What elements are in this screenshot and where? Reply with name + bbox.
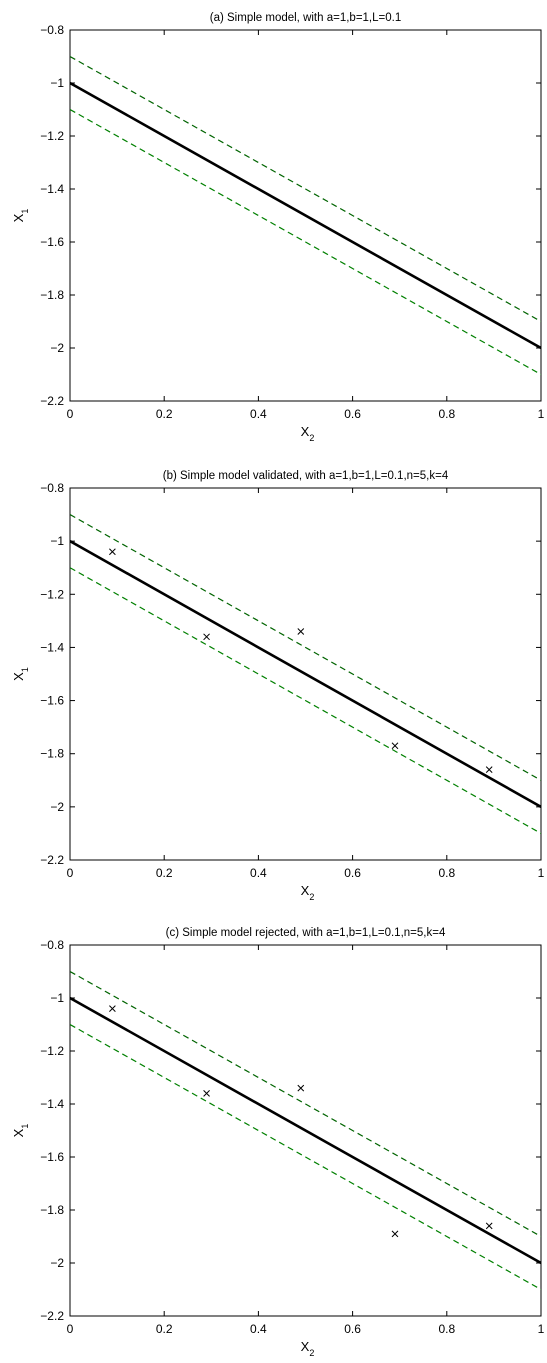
y-tick-label: −1.8 [40,288,64,302]
lower-bound-dashed-line [70,108,541,376]
sample-point-marker [391,742,399,750]
chart-panel-a: (a) Simple model, with a=1,b=1,L=0.1 0 0.2… [11,12,545,443]
model-line [70,81,541,350]
x-tick-label: 0.6 [344,1322,361,1336]
y-axis-label-main: X [11,1128,26,1137]
x-tick-label: 0.2 [156,1322,173,1336]
x-tick-label: 0.2 [156,407,173,421]
chart-panel-c: (c) Simple model rejected, with a=1,b=1,… [11,927,545,1358]
y-axis-label-subscript: 1 [20,1124,30,1129]
x-tick-label: 0.6 [344,407,361,421]
y-axis-label-subscript: 1 [20,209,30,214]
y-tick-label: −2 [50,800,64,814]
y-tick-label: −2 [50,341,64,355]
y-tick-label: −1.6 [40,1150,64,1164]
model-line [70,540,541,808]
sample-point-marker [485,1222,493,1230]
x-tick-label: 0.8 [438,407,455,421]
y-axis-label: X1 [11,1124,30,1138]
y-axis-label: X1 [11,209,30,223]
x-axis-label-subscript: 2 [309,892,314,902]
y-axis-label-subscript: 1 [20,667,30,672]
x-tick-label: 1 [538,1322,545,1336]
x-tick-label: 0.8 [438,1322,455,1336]
y-tick-label: −1.2 [40,129,64,143]
sample-point-marker [391,1230,399,1238]
chart-title: (a) Simple model, with a=1,b=1,L=0.1 [210,12,401,24]
x-tick-label: 0 [67,1322,74,1336]
series-group [70,514,541,834]
y-tick-label: −1.6 [40,235,64,249]
x-tick-label: 0.4 [250,1322,267,1336]
y-tick-label: −2.2 [40,1309,64,1323]
x-tick-label: 0.4 [250,407,267,421]
chart-title: (c) Simple model rejected, with a=1,b=1,… [166,927,446,939]
x-axis-label-subscript: 2 [309,1348,314,1358]
x-axis-label-main: X [301,883,310,898]
x-axis-label: X2 [301,883,315,902]
y-tick-label: −2 [50,1256,64,1270]
x-tick-label: 0 [67,866,74,880]
x-axis-label-main: X [301,1339,310,1354]
x-tick-label: 0.2 [156,866,173,880]
x-tick-label: 0.6 [344,866,361,880]
sample-point-marker [297,628,305,635]
y-tick-label: −1.2 [40,1044,64,1058]
y-tick-label: −0.8 [40,23,64,37]
sample-point-marker [109,548,116,556]
y-axis-label: X1 [11,667,30,681]
x-axis-label: X2 [301,1339,315,1358]
sample-point-marker [297,1084,305,1092]
upper-bound-dashed-line [70,970,541,1238]
x-tick-label: 0.4 [250,866,267,880]
y-tick-label: −0.8 [40,938,64,952]
x-tick-label: 0.8 [438,866,455,880]
sample-point-marker [203,633,210,641]
y-tick-label: −1 [50,991,64,1005]
lower-bound-dashed-line [70,1023,541,1291]
y-tick-label: −1 [50,534,64,548]
x-tick-label: 1 [538,866,545,880]
series-group [70,970,541,1291]
chart-panel-b: (b) Simple model validated, with a=1,b=1… [11,470,545,902]
sample-point-marker [203,1090,210,1097]
sample-point-marker [485,766,493,774]
y-tick-label: −1 [50,76,64,90]
upper-bound-dashed-line [70,55,541,323]
y-tick-label: −1.2 [40,587,64,601]
y-tick-label: −2.2 [40,853,64,867]
y-tick-label: −1.4 [40,640,64,654]
series-group [70,55,541,376]
sample-point-marker [109,1005,116,1012]
y-tick-label: −1.8 [40,747,64,761]
x-axis-label: X2 [301,424,315,443]
y-axis-label-main: X [11,213,26,222]
y-tick-label: −0.8 [40,481,64,495]
lower-bound-dashed-line [70,567,541,834]
x-axis-label-subscript: 2 [309,433,314,443]
y-tick-label: −1.8 [40,1203,64,1217]
chart-title: (b) Simple model validated, with a=1,b=1… [163,470,449,482]
y-tick-label: −1.4 [40,182,64,196]
y-tick-label: −2.2 [40,394,64,408]
y-tick-label: −1.4 [40,1097,64,1111]
y-axis-label-main: X [11,672,26,681]
x-tick-label: 1 [538,407,545,421]
x-tick-label: 0 [67,407,74,421]
model-line [70,996,541,1265]
y-tick-label: −1.6 [40,694,64,708]
upper-bound-dashed-line [70,514,541,781]
x-axis-label-main: X [301,424,310,439]
